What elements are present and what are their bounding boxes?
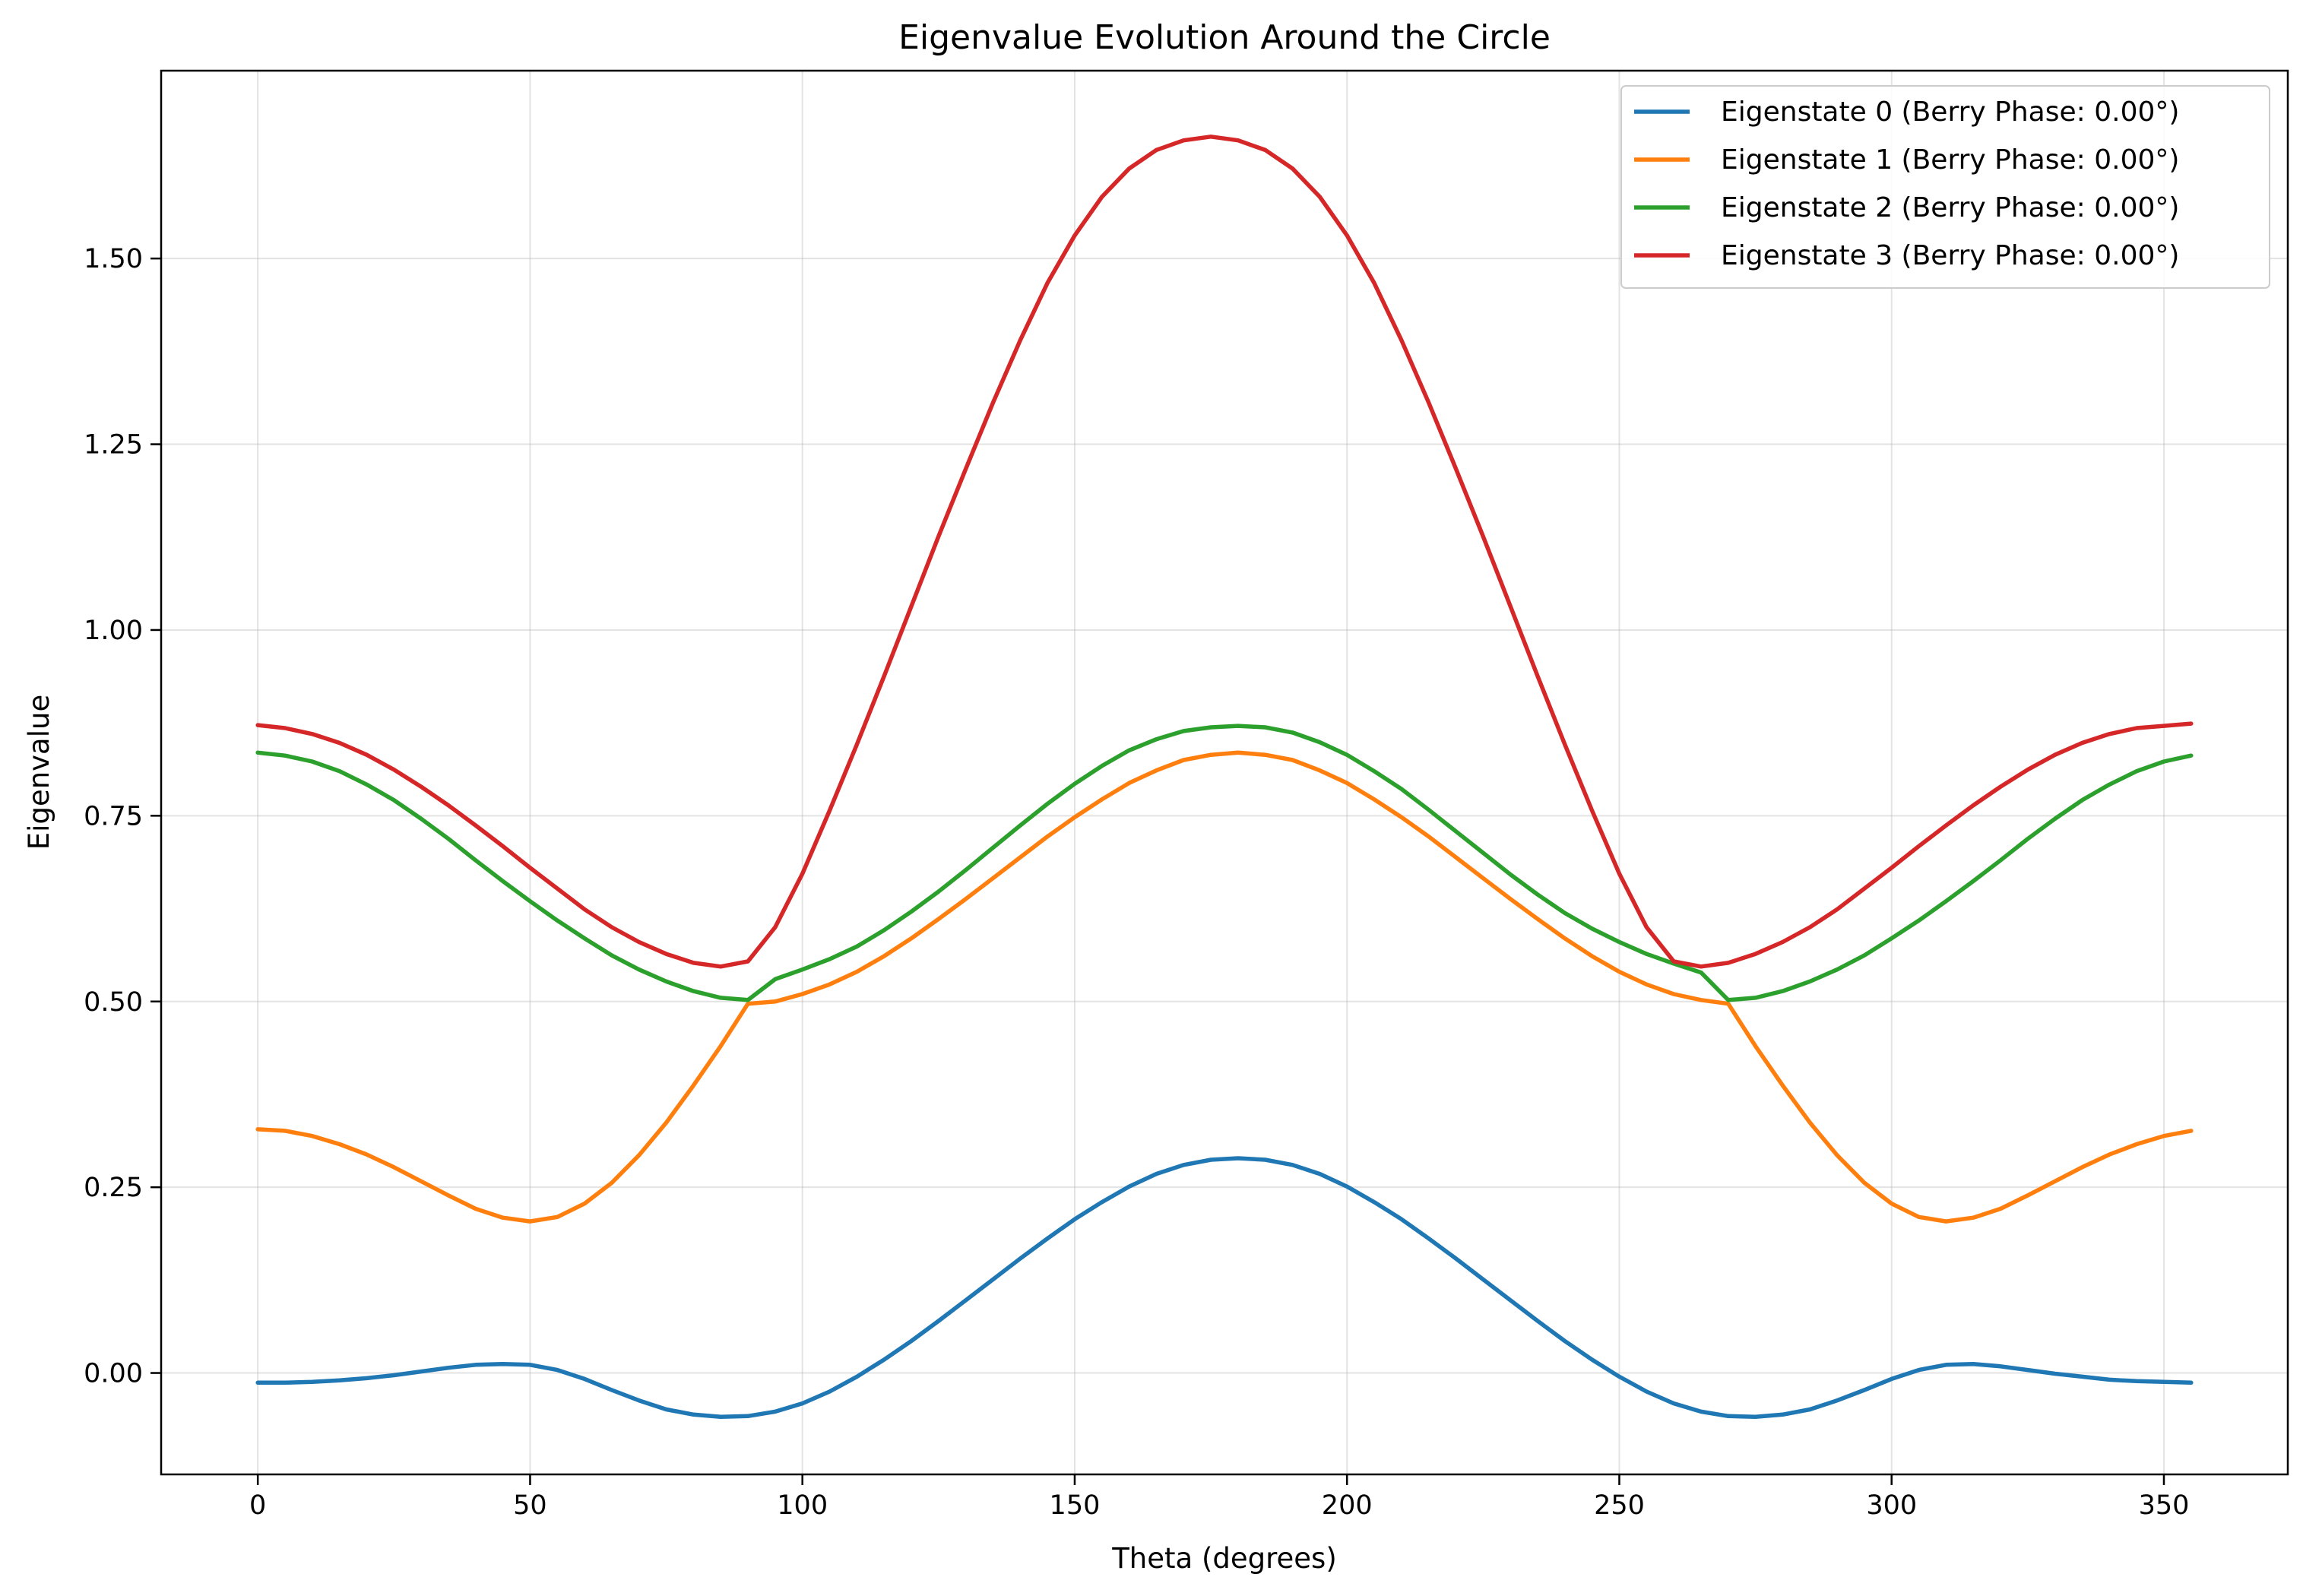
legend: Eigenstate 0 (Berry Phase: 0.00°) Eigenst… bbox=[1620, 85, 2270, 289]
legend-label-eigenstate-1: Eigenstate 1 (Berry Phase: 0.00°) bbox=[1721, 144, 2179, 176]
y-tick-label: 0.75 bbox=[84, 801, 143, 831]
legend-box bbox=[1620, 85, 2270, 289]
x-tick-label: 250 bbox=[1594, 1490, 1645, 1521]
series-line-eigenstate-3 bbox=[255, 135, 2194, 969]
y-tick-label: 1.50 bbox=[84, 244, 143, 274]
legend-label-eigenstate-3: Eigenstate 3 (Berry Phase: 0.00°) bbox=[1721, 240, 2179, 271]
ticks: 0 50 100 150 200 250 300 350 0.00 0.25 0.50 0.75 1.0… bbox=[84, 244, 2189, 1521]
y-tick-label: 1.00 bbox=[84, 616, 143, 646]
legend-label-eigenstate-0: Eigenstate 0 (Berry Phase: 0.00°) bbox=[1721, 97, 2179, 128]
y-tick-label: 0.00 bbox=[84, 1359, 143, 1389]
x-tick-label: 50 bbox=[513, 1490, 547, 1521]
x-tick-label: 350 bbox=[2139, 1490, 2190, 1521]
legend-label-eigenstate-2: Eigenstate 2 (Berry Phase: 0.00°) bbox=[1721, 192, 2179, 223]
x-tick-label: 0 bbox=[249, 1490, 266, 1521]
x-tick-label: 200 bbox=[1322, 1490, 1373, 1521]
y-axis-title: Eigenvalue bbox=[23, 695, 55, 850]
series-line-eigenstate-2 bbox=[255, 724, 2194, 1002]
y-tick-label: 0.25 bbox=[84, 1173, 143, 1203]
series-line-eigenstate-1 bbox=[255, 750, 2194, 1224]
y-tick-label: 1.25 bbox=[84, 430, 143, 461]
series-layer bbox=[255, 135, 2194, 1419]
grid bbox=[161, 71, 2288, 1474]
x-tick-label: 100 bbox=[777, 1490, 828, 1521]
plot-frame bbox=[160, 69, 2289, 1476]
chart-title: Eigenvalue Evolution Around the Circle bbox=[898, 18, 1551, 57]
series-line-eigenstate-0 bbox=[255, 1156, 2194, 1419]
x-axis-title: Theta (degrees) bbox=[1111, 1542, 1337, 1575]
y-tick-label: 0.50 bbox=[84, 987, 143, 1018]
x-tick-label: 300 bbox=[1866, 1490, 1917, 1521]
x-tick-label: 150 bbox=[1050, 1490, 1101, 1521]
